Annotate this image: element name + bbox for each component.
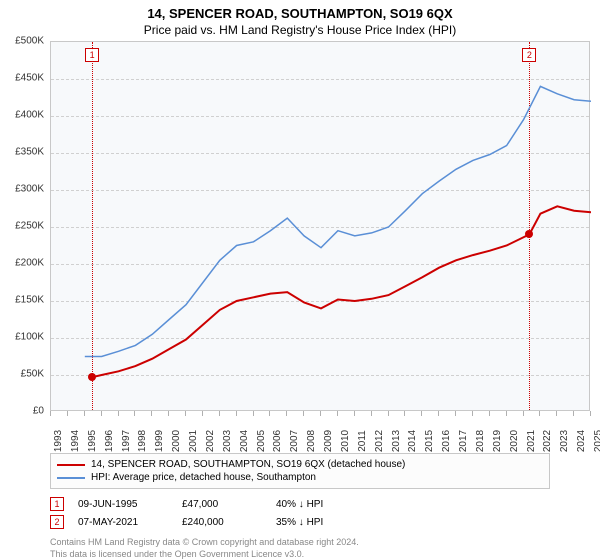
x-tick-label: 2006 [272, 430, 283, 452]
chart-area: £0£50K£100K£150K£200K£250K£300K£350K£400… [50, 41, 590, 411]
x-tick-label: 2022 [542, 430, 553, 452]
x-tick-label: 1994 [70, 430, 81, 452]
x-tick-label: 1995 [87, 430, 98, 452]
y-tick-label: £250K [15, 221, 44, 232]
transaction-delta: 35% ↓ HPI [276, 517, 356, 528]
transaction-marker: 1 [50, 497, 64, 511]
y-tick-label: £500K [15, 36, 44, 47]
y-tick-label: £100K [15, 332, 44, 343]
transaction-marker: 2 [50, 515, 64, 529]
x-tick-label: 1993 [53, 430, 64, 452]
x-tick-label: 2007 [289, 430, 300, 452]
legend-row: HPI: Average price, detached house, Sout… [57, 471, 543, 484]
marker-box-1: 1 [85, 48, 99, 62]
transaction-price: £240,000 [182, 517, 262, 528]
footer: Contains HM Land Registry data © Crown c… [50, 537, 550, 560]
x-tick-label: 2018 [475, 430, 486, 452]
line-series [51, 42, 591, 412]
legend: 14, SPENCER ROAD, SOUTHAMPTON, SO19 6QX … [50, 453, 550, 489]
x-tick-label: 2001 [188, 430, 199, 452]
footer-line2: This data is licensed under the Open Gov… [50, 549, 550, 560]
x-tick-label: 2011 [357, 430, 368, 452]
x-tick-label: 2015 [424, 430, 435, 452]
y-tick-label: £400K [15, 110, 44, 121]
y-tick-label: £50K [21, 369, 44, 380]
x-tick-label: 2008 [306, 430, 317, 452]
x-tick-label: 2014 [407, 430, 418, 452]
legend-swatch [57, 477, 85, 479]
x-tick-label: 2003 [222, 430, 233, 452]
x-tick-label: 2023 [559, 430, 570, 452]
plot-area: 12 [50, 41, 590, 411]
legend-swatch [57, 464, 85, 466]
transaction-delta: 40% ↓ HPI [276, 499, 356, 510]
x-tick-label: 2005 [256, 430, 267, 452]
x-tick-label: 1997 [121, 430, 132, 452]
transaction-date: 07-MAY-2021 [78, 517, 168, 528]
x-tick-label: 1996 [104, 430, 115, 452]
transaction-dot-1 [88, 373, 96, 381]
x-tick-label: 2021 [526, 430, 537, 452]
x-tick-label: 2017 [458, 430, 469, 452]
transaction-price: £47,000 [182, 499, 262, 510]
x-axis-labels: 1993199419951996199719981999200020012002… [50, 411, 590, 447]
x-tick-label: 2009 [323, 430, 334, 452]
x-tick-label: 2004 [239, 430, 250, 452]
x-tick-label: 2013 [391, 430, 402, 452]
legend-label: 14, SPENCER ROAD, SOUTHAMPTON, SO19 6QX … [91, 459, 405, 470]
x-tick-label: 2010 [340, 430, 351, 452]
legend-row: 14, SPENCER ROAD, SOUTHAMPTON, SO19 6QX … [57, 458, 543, 471]
y-tick-label: £200K [15, 258, 44, 269]
transaction-row: 2 07-MAY-2021 £240,000 35% ↓ HPI [50, 513, 550, 531]
chart-subtitle: Price paid vs. HM Land Registry's House … [0, 21, 600, 41]
x-tick-label: 2000 [171, 430, 182, 452]
x-tick-label: 2012 [374, 430, 385, 452]
x-tick-label: 1999 [154, 430, 165, 452]
transaction-table: 1 09-JUN-1995 £47,000 40% ↓ HPI 2 07-MAY-2021… [50, 495, 550, 531]
y-tick-label: £0 [33, 406, 44, 417]
x-tick-label: 2002 [205, 430, 216, 452]
chart-title: 14, SPENCER ROAD, SOUTHAMPTON, SO19 6QX [0, 0, 600, 21]
series-hpi [85, 86, 591, 356]
x-tick-label: 2024 [576, 430, 587, 452]
transaction-row: 1 09-JUN-1995 £47,000 40% ↓ HPI [50, 495, 550, 513]
marker-box-2: 2 [522, 48, 536, 62]
x-tick-label: 1998 [137, 430, 148, 452]
y-tick-label: £150K [15, 295, 44, 306]
x-tick-label: 2019 [492, 430, 503, 452]
y-tick-label: £450K [15, 73, 44, 84]
x-tick-label: 2016 [441, 430, 452, 452]
x-tick-label: 2020 [509, 430, 520, 452]
y-tick-label: £350K [15, 147, 44, 158]
transaction-date: 09-JUN-1995 [78, 499, 168, 510]
legend-label: HPI: Average price, detached house, Sout… [91, 472, 316, 483]
transaction-dot-2 [525, 230, 533, 238]
footer-line1: Contains HM Land Registry data © Crown c… [50, 537, 550, 549]
x-tick-label: 2025 [593, 430, 600, 452]
chart-container: 14, SPENCER ROAD, SOUTHAMPTON, SO19 6QX … [0, 0, 600, 560]
y-tick-label: £300K [15, 184, 44, 195]
